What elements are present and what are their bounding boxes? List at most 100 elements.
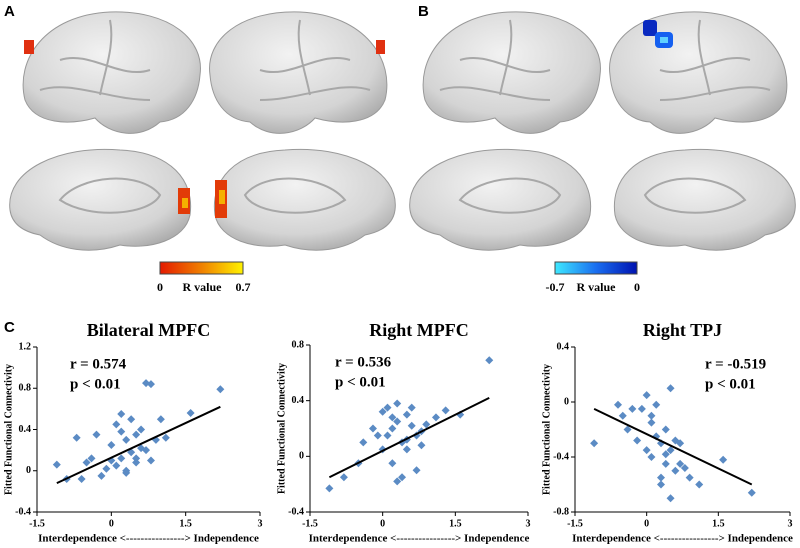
colorbar-label: 0 bbox=[157, 280, 163, 294]
colorbar-label: -0.7 bbox=[546, 280, 565, 294]
point bbox=[637, 404, 646, 413]
point bbox=[680, 464, 689, 472]
x-tick-label: -1.5 bbox=[567, 518, 583, 529]
point bbox=[146, 456, 155, 465]
colorbar bbox=[554, 261, 638, 275]
x-tick-label: -1.5 bbox=[302, 518, 318, 529]
point bbox=[719, 455, 728, 464]
point bbox=[422, 420, 431, 429]
point bbox=[373, 431, 382, 440]
point bbox=[666, 384, 675, 393]
colorbar bbox=[159, 261, 244, 275]
point bbox=[132, 454, 141, 463]
point bbox=[431, 413, 440, 422]
point bbox=[383, 431, 392, 440]
point bbox=[142, 446, 151, 455]
point bbox=[676, 439, 685, 448]
point bbox=[393, 417, 402, 426]
y-tick-label: 0 bbox=[299, 451, 304, 462]
point bbox=[441, 406, 450, 415]
point bbox=[339, 473, 348, 482]
point bbox=[647, 453, 656, 461]
annotation: r = -0.519 bbox=[705, 356, 766, 372]
point bbox=[72, 433, 81, 442]
point bbox=[117, 410, 126, 419]
point bbox=[378, 407, 387, 416]
annotation: p < 0.01 bbox=[70, 376, 121, 392]
y-axis-label: Fitted Functional Connectivity bbox=[3, 364, 14, 495]
point bbox=[657, 480, 665, 489]
y-tick-label: 0.4 bbox=[19, 424, 32, 435]
y-tick-label: 0 bbox=[26, 465, 31, 476]
point bbox=[647, 411, 656, 420]
point bbox=[156, 415, 165, 424]
point bbox=[485, 356, 494, 365]
x-tick-label: 0 bbox=[644, 518, 649, 529]
point bbox=[87, 454, 96, 463]
colorbar-label: 0.7 bbox=[236, 280, 251, 294]
point bbox=[666, 494, 675, 503]
chart-title: Right TPJ bbox=[643, 320, 722, 340]
point bbox=[132, 458, 141, 467]
point bbox=[590, 439, 599, 448]
y-axis-label: Fitted Functional Connectivity bbox=[541, 364, 552, 495]
point bbox=[642, 446, 651, 455]
point bbox=[393, 477, 402, 486]
panel-label: B bbox=[418, 3, 429, 20]
point bbox=[112, 420, 121, 429]
x-tick-label: 3 bbox=[526, 518, 531, 529]
point bbox=[107, 440, 116, 449]
x-axis-label: Interdependence <----------------> Indep… bbox=[572, 533, 793, 545]
point bbox=[633, 436, 642, 445]
point bbox=[216, 385, 225, 394]
point bbox=[146, 380, 155, 389]
point bbox=[671, 466, 680, 475]
annotation: p < 0.01 bbox=[335, 374, 386, 390]
point bbox=[77, 475, 86, 483]
point bbox=[122, 435, 131, 444]
point bbox=[747, 488, 756, 497]
y-tick-label: -0.4 bbox=[15, 506, 31, 517]
point bbox=[618, 411, 627, 420]
colorbar-title: R value bbox=[183, 280, 223, 294]
point bbox=[92, 430, 101, 439]
point bbox=[132, 430, 141, 439]
point bbox=[661, 425, 670, 434]
point bbox=[676, 459, 685, 468]
point bbox=[402, 445, 411, 454]
chart-title: Bilateral MPFC bbox=[87, 320, 210, 340]
y-tick-label: -0.4 bbox=[553, 451, 569, 462]
y-tick-label: 0.4 bbox=[557, 341, 570, 352]
fit-line bbox=[593, 407, 753, 486]
point bbox=[657, 473, 665, 482]
x-tick-label: -1.5 bbox=[29, 518, 45, 529]
fit-line bbox=[56, 405, 221, 485]
point bbox=[368, 424, 377, 433]
point bbox=[695, 480, 704, 489]
point bbox=[642, 391, 651, 400]
point bbox=[661, 459, 670, 468]
point bbox=[407, 421, 416, 430]
fit-line bbox=[328, 396, 490, 479]
colorbar-title: R value bbox=[577, 280, 617, 294]
point bbox=[137, 425, 146, 434]
x-tick-label: 1.5 bbox=[179, 518, 192, 529]
y-tick-label: 0.8 bbox=[292, 339, 305, 350]
panel-label: A bbox=[4, 3, 15, 20]
point bbox=[117, 427, 126, 436]
point bbox=[388, 459, 397, 468]
chart-title: Right MPFC bbox=[369, 320, 468, 340]
point bbox=[614, 400, 622, 409]
point bbox=[685, 473, 694, 482]
point bbox=[82, 458, 91, 467]
y-tick-label: -0.8 bbox=[553, 506, 569, 517]
point bbox=[359, 438, 368, 447]
x-tick-label: 3 bbox=[258, 518, 263, 529]
x-tick-label: 3 bbox=[788, 518, 793, 529]
point bbox=[388, 413, 397, 422]
point bbox=[407, 403, 416, 412]
y-tick-label: -0.4 bbox=[288, 506, 304, 517]
point bbox=[52, 460, 61, 469]
brain-images bbox=[9, 11, 796, 251]
